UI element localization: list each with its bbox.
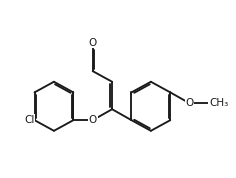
Text: Cl: Cl (24, 115, 34, 125)
Text: O: O (185, 98, 194, 108)
Text: O: O (88, 38, 97, 48)
Text: CH₃: CH₃ (209, 98, 228, 108)
Text: O: O (88, 115, 97, 125)
